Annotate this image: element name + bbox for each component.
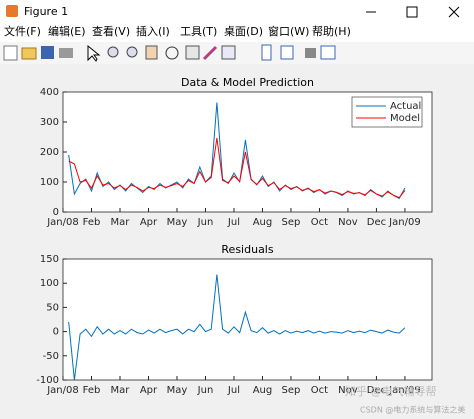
dock-icon[interactable]: [320, 45, 336, 60]
watermark-zhihu: 知乎 @电气辅导帮: [345, 384, 437, 398]
data-line: [68, 274, 406, 381]
x-tick-label: May: [167, 385, 188, 396]
title-bar: Figure 1: [0, 0, 474, 22]
y-tick-label: 150: [40, 254, 59, 265]
app-icon: [6, 5, 18, 17]
chart-title: Data & Model Prediction: [181, 76, 314, 89]
y-tick-label: 200: [40, 147, 59, 158]
menu-item[interactable]: 编辑(E): [48, 24, 86, 38]
toolbar-bg: [0, 42, 474, 64]
x-tick-label: Jul: [227, 385, 240, 396]
menu-item[interactable]: 桌面(D): [224, 25, 263, 38]
x-tick-label: Mar: [111, 385, 131, 396]
menu-item[interactable]: 工具(T): [180, 25, 217, 38]
new-icon[interactable]: [3, 45, 18, 61]
x-tick-label: Sep: [282, 217, 301, 228]
title-bar-bg: [0, 0, 474, 22]
y-tick-label: 100: [40, 177, 59, 188]
x-tick-label: Dec: [367, 385, 386, 396]
x-tick-label: Aug: [253, 385, 273, 396]
x-tick-label: Jan/09: [388, 217, 421, 228]
data-line: [68, 137, 406, 199]
y-tick-label: 0: [53, 327, 59, 338]
link-icon[interactable]: [221, 45, 236, 60]
y-tick-label: -100: [36, 375, 59, 386]
y-tick-label: 0: [53, 207, 59, 218]
x-tick-label: Feb: [83, 217, 101, 228]
hide-tools-icon[interactable]: [305, 48, 316, 58]
legend-label: Actual: [390, 101, 421, 112]
x-tick-label: Nov: [338, 385, 358, 396]
legend-icon[interactable]: [280, 45, 294, 60]
x-tick-label: Jan/08: [46, 217, 79, 228]
x-tick-label: Oct: [311, 385, 328, 396]
x-tick-label: Mar: [111, 217, 131, 228]
x-tick-label: Jan/09: [388, 385, 421, 396]
axes-box: [62, 258, 433, 381]
axes: Data & Model Prediction 0 100 200 300 400 Jan/…: [40, 76, 433, 228]
legend-box: [351, 96, 423, 128]
x-tick-label: Jun: [197, 385, 214, 396]
x-tick-label: Apr: [140, 385, 158, 396]
zoom-in-icon[interactable]: [107, 46, 119, 58]
menu-bar: [0, 22, 474, 42]
toolbar: [0, 42, 474, 64]
y-tick-label: 400: [40, 87, 59, 98]
y-tick-label: 100: [40, 278, 59, 289]
x-tick-label: Jan/08: [46, 385, 79, 396]
rotate-icon[interactable]: [165, 46, 179, 60]
x-tick-label: Dec: [367, 217, 386, 228]
legend-label: Model: [390, 113, 420, 124]
menu-item[interactable]: 文件(F): [4, 24, 41, 38]
figure-area: Data & Model Prediction 0 100 200 300 400 Jan/…: [36, 76, 433, 396]
x-tick-label: Jun: [197, 217, 214, 228]
window-title: Figure 1: [24, 5, 68, 18]
axes-box: [62, 91, 433, 213]
menu-items: 文件(F) 编辑(E) 查看(V) 插入(I) 工具(T) 桌面(D) 窗口(W) 帮助(H): [4, 24, 351, 38]
x-tick-label: May: [167, 217, 188, 228]
x-tick-label: Feb: [83, 385, 101, 396]
menu-item[interactable]: 窗口(W): [268, 24, 309, 38]
y-tick-label: -50: [43, 351, 59, 362]
select-icon[interactable]: [87, 44, 101, 62]
axes: Residuals -100 -50 0 50 100 150 Jan/08 Feb Mar Apr…: [36, 243, 433, 396]
maximize-button[interactable]: [406, 6, 418, 18]
y-tick-label: 300: [40, 117, 59, 128]
datacursor-icon[interactable]: [185, 45, 200, 60]
print-icon[interactable]: [59, 48, 73, 58]
menu-item[interactable]: 插入(I): [136, 24, 170, 38]
x-tick-label: Aug: [253, 217, 273, 228]
save-icon[interactable]: [41, 46, 54, 59]
watermark-csdn: CSDN @电力系统与算法之美: [360, 405, 465, 415]
pan-icon[interactable]: [145, 45, 158, 60]
chart-title: Residuals: [221, 243, 273, 256]
brush-icon[interactable]: [202, 45, 218, 61]
x-tick-label: Sep: [282, 385, 301, 396]
close-button[interactable]: [448, 6, 460, 18]
x-tick-label: Nov: [338, 217, 358, 228]
menu-item[interactable]: 查看(V): [92, 24, 130, 38]
menu-item[interactable]: 帮助(H): [312, 24, 351, 38]
zoom-out-icon[interactable]: [126, 46, 138, 58]
y-tick-label: 50: [46, 302, 59, 313]
x-tick-label: Apr: [140, 217, 158, 228]
x-tick-label: Jul: [227, 217, 240, 228]
x-tick-label: Oct: [311, 217, 328, 228]
open-icon[interactable]: [21, 47, 37, 60]
colorbar-icon[interactable]: [261, 44, 272, 61]
